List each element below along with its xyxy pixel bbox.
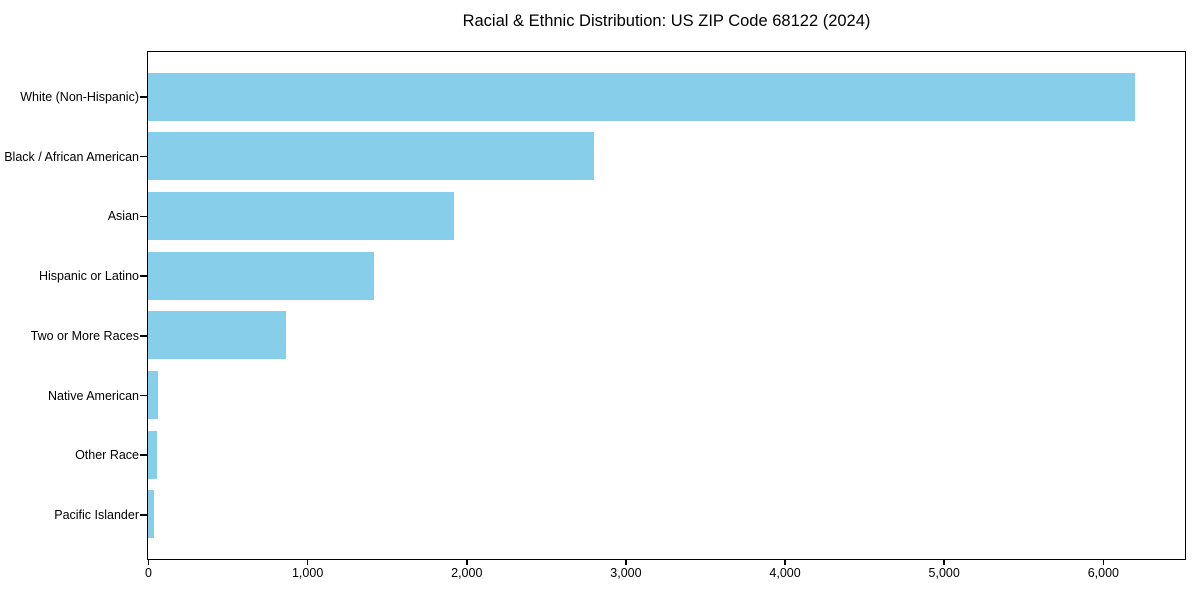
x-axis-tick-mark xyxy=(1102,560,1105,565)
y-axis-tick-mark xyxy=(140,96,147,98)
y-axis-label: White (Non-Hispanic) xyxy=(20,90,139,104)
bar-pacific-islander xyxy=(148,490,154,539)
bar-native-american xyxy=(148,371,159,419)
x-axis-tick-label: 4,000 xyxy=(769,566,801,580)
x-axis-tick-mark xyxy=(943,560,945,565)
bar-black-african-american xyxy=(148,132,594,181)
x-axis-tick-mark xyxy=(147,560,150,565)
x-axis-tick-mark xyxy=(466,560,468,565)
x-axis-tick-label: 6,000 xyxy=(1087,566,1119,580)
x-axis-tick-mark xyxy=(784,560,786,565)
y-axis-label: Native American xyxy=(47,388,139,403)
x-axis-tick-label: 3,000 xyxy=(610,566,642,580)
y-axis-tick-mark xyxy=(140,155,147,158)
bar-hispanic-or-latino xyxy=(148,251,374,300)
bar-white-non-hispanic xyxy=(148,72,1135,121)
y-axis-label: Two or More Races xyxy=(30,328,139,343)
y-axis-label: Asian xyxy=(107,209,139,224)
chart-title: Racial & Ethnic Distribution: US ZIP Cod… xyxy=(462,12,871,30)
x-axis-tick-label: 2,000 xyxy=(451,566,483,580)
bar-other-race xyxy=(148,430,157,479)
x-axis-tick-label: 0 xyxy=(145,566,152,580)
bar-two-or-more-races xyxy=(148,311,287,360)
y-axis-label: Other Race xyxy=(75,448,139,463)
y-axis-tick-mark xyxy=(140,394,147,397)
x-axis-tick-mark xyxy=(625,560,627,565)
plot-area xyxy=(147,51,1186,560)
y-axis-tick-mark xyxy=(140,275,147,277)
x-axis-tick-label: 5,000 xyxy=(928,566,960,580)
y-axis-label: Hispanic or Latino xyxy=(38,269,139,284)
x-axis-tick-label: 1,000 xyxy=(291,566,324,580)
y-axis-tick-mark xyxy=(140,335,147,337)
y-axis-tick-mark xyxy=(140,215,147,218)
y-axis-tick-mark xyxy=(140,454,147,456)
x-axis-tick-mark xyxy=(306,560,309,565)
bar-asian xyxy=(148,191,454,240)
y-axis-label: Black / African American xyxy=(4,149,139,164)
y-axis-tick-mark xyxy=(140,514,147,516)
y-axis-label: Pacific Islander xyxy=(54,507,139,522)
